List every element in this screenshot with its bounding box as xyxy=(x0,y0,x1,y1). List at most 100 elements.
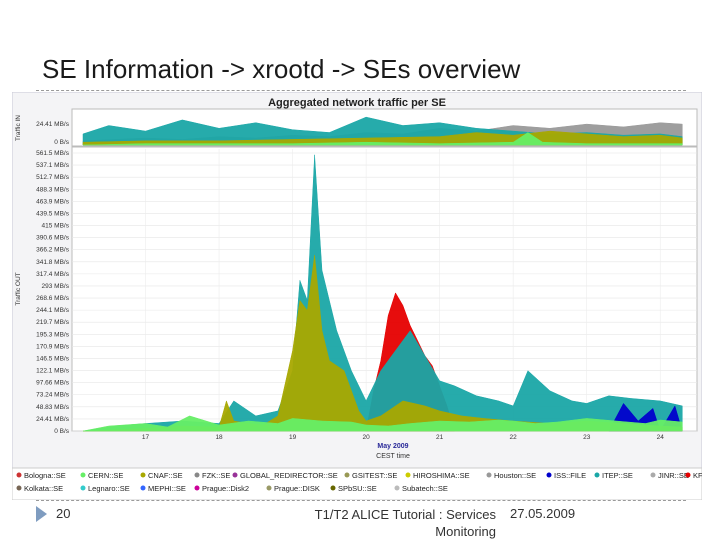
y-tick-label: 268.6 MB/s xyxy=(36,295,70,302)
legend-swatch-icon xyxy=(16,472,22,478)
traffic-chart: Aggregated network traffic per SE Traffi… xyxy=(12,92,702,500)
series-area-cern-se xyxy=(82,415,683,432)
legend-item[interactable]: SPbSU::SE xyxy=(330,484,377,493)
x-tick-label: 19 xyxy=(289,434,297,441)
bottom-panel-y-ticks: 561.5 MB/s 537.1 MB/s 512.7 MB/s 488.3 MB/s… xyxy=(36,150,70,435)
grid-lines xyxy=(72,149,697,432)
legend-item[interactable]: Subatech::SE xyxy=(394,484,448,493)
y-tick-label: 0 B/s xyxy=(54,428,70,435)
y-tick-label: 146.5 MB/s xyxy=(36,355,70,362)
legend-box xyxy=(12,467,702,500)
y-tick-label: 122.1 MB/s xyxy=(36,368,70,375)
legend-label: CNAF::SE xyxy=(148,471,183,480)
x-group-label: May 2009 xyxy=(377,443,408,450)
legend-swatch-icon xyxy=(16,485,22,491)
legend-label: Houston::SE xyxy=(494,471,536,480)
x-tick-label: 17 xyxy=(142,434,150,441)
page-number: 20 xyxy=(56,506,71,521)
legend-item[interactable]: CERN::SE xyxy=(80,471,124,480)
y-tick-label: 439.5 MB/s xyxy=(36,210,70,217)
x-tick-label: 20 xyxy=(363,434,371,441)
footer-date: 27.05.2009 xyxy=(510,506,576,521)
legend-swatch-icon xyxy=(194,485,200,491)
y-tick-label: 488.3 MB/s xyxy=(36,186,70,193)
legend-swatch-icon xyxy=(344,472,350,478)
legend-item[interactable]: GLOBAL_REDIRECTOR::SE xyxy=(232,471,338,480)
y-tick-label: 170.9 MB/s xyxy=(36,343,70,350)
legend-swatch-icon xyxy=(80,472,86,478)
bottom-panel-series xyxy=(82,154,683,432)
x-tick-label: 18 xyxy=(215,434,223,441)
legend-item[interactable]: Kolkata::SE xyxy=(16,484,64,493)
legend-item[interactable]: FZK::SE xyxy=(194,471,231,480)
legend-label: Prague::DISK xyxy=(274,484,320,493)
y-tick-label: 97.66 MB/s xyxy=(36,380,70,387)
legend-label: HIROSHIMA::SE xyxy=(413,471,470,480)
chart-title: Aggregated network traffic per SE xyxy=(268,97,446,109)
legend-item[interactable]: KFKI::SE xyxy=(685,471,703,480)
legend: Bologna::SE CERN::SE CNAF::SE FZK::SE GLOBAL… xyxy=(16,471,703,493)
y-tick-label: 390.6 MB/s xyxy=(36,235,70,242)
legend-item[interactable]: Bologna::SE xyxy=(16,471,66,480)
y-tick-label: 24.41 MB/s xyxy=(36,416,70,423)
y-tick-label: 48.83 MB/s xyxy=(36,404,70,411)
legend-label: GLOBAL_REDIRECTOR::SE xyxy=(240,471,338,480)
legend-swatch-icon xyxy=(486,472,492,478)
legend-swatch-icon xyxy=(266,485,272,491)
x-tick-label: 23 xyxy=(583,434,591,441)
legend-item[interactable]: HIROSHIMA::SE xyxy=(405,471,470,480)
x-tick-label: 22 xyxy=(510,434,518,441)
legend-swatch-icon xyxy=(546,472,552,478)
legend-item[interactable]: Prague::Disk2 xyxy=(194,484,250,493)
x-axis-ticks: 17 18 19 20 21 22 23 24 xyxy=(142,434,664,441)
legend-swatch-icon xyxy=(232,472,238,478)
legend-label: CERN::SE xyxy=(88,471,123,480)
y-tick-label: 244.1 MB/s xyxy=(36,307,70,314)
x-tick-label: 24 xyxy=(657,434,665,441)
slide-title: SE Information -> xrootd -> SEs overview xyxy=(42,54,521,84)
legend-item[interactable]: GSITEST::SE xyxy=(344,471,398,480)
legend-item[interactable]: CNAF::SE xyxy=(140,471,183,480)
legend-label: Subatech::SE xyxy=(402,484,448,493)
legend-item[interactable]: JINR::SE xyxy=(650,471,689,480)
legend-item[interactable]: Houston::SE xyxy=(486,471,537,480)
y-tick-label: 0 B/s xyxy=(54,139,70,146)
bullet-arrow-icon xyxy=(36,506,47,522)
legend-swatch-icon xyxy=(140,472,146,478)
y-tick-label: 219.7 MB/s xyxy=(36,319,70,326)
legend-label: Legnaro::SE xyxy=(88,484,130,493)
legend-label: ISS::FILE xyxy=(554,471,586,480)
title-divider xyxy=(36,90,686,91)
legend-label: JINR::SE xyxy=(658,471,689,480)
footer-title-line1: T1/T2 ALICE Tutorial : Services xyxy=(314,507,496,522)
footer-title: T1/T2 ALICE Tutorial : Services Monitori… xyxy=(300,506,496,540)
legend-swatch-icon xyxy=(140,485,146,491)
legend-swatch-icon xyxy=(394,485,400,491)
legend-label: KFKI::SE xyxy=(693,471,702,480)
legend-swatch-icon xyxy=(330,485,336,491)
footer-title-line2: Monitoring xyxy=(435,524,496,539)
x-axis-label: CEST time xyxy=(376,453,410,460)
y-tick-label: 73.24 MB/s xyxy=(36,392,70,399)
legend-label: ITEP::SE xyxy=(602,471,633,480)
legend-label: SPbSU::SE xyxy=(338,484,377,493)
legend-item[interactable]: MEPHI::SE xyxy=(140,484,186,493)
legend-label: Prague::Disk2 xyxy=(202,484,249,493)
legend-label: Kolkata::SE xyxy=(24,484,63,493)
y-tick-label: 341.8 MB/s xyxy=(36,259,70,266)
footer-divider xyxy=(36,500,686,501)
series-area-cern-se xyxy=(82,132,683,146)
legend-item[interactable]: ITEP::SE xyxy=(594,471,633,480)
legend-item[interactable]: Legnaro::SE xyxy=(80,484,130,493)
legend-item[interactable]: Prague::DISK xyxy=(266,484,320,493)
series-area-itep-se xyxy=(82,154,683,432)
legend-label: FZK::SE xyxy=(202,471,230,480)
legend-item[interactable]: ISS::FILE xyxy=(546,471,587,480)
y-tick-label: 512.7 MB/s xyxy=(36,174,70,181)
y-tick-label: 317.4 MB/s xyxy=(36,271,70,278)
legend-label: MEPHI::SE xyxy=(148,484,186,493)
y-tick-label: 366.2 MB/s xyxy=(36,247,70,254)
y-tick-label: 561.5 MB/s xyxy=(36,150,70,157)
y-tick-label: 293 MB/s xyxy=(42,283,70,290)
legend-swatch-icon xyxy=(685,472,691,478)
